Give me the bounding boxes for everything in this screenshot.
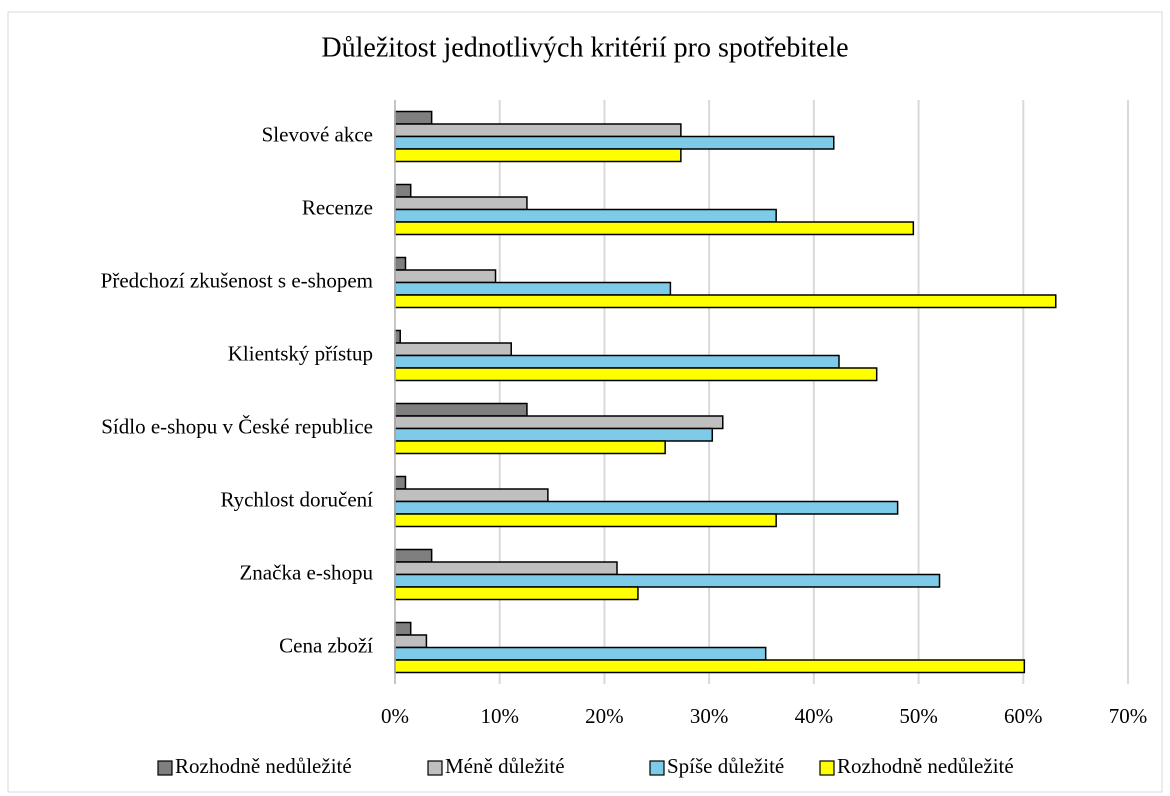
y-tick-label: Klientský přístup [228, 341, 373, 365]
x-tick-label: 20% [585, 704, 624, 728]
legend-swatch [819, 760, 835, 776]
legend-swatch [427, 760, 443, 776]
bar [394, 148, 682, 163]
bar [394, 123, 682, 138]
y-tick-label: Značka e-shopu [239, 560, 373, 584]
bar [394, 402, 528, 417]
bar [394, 354, 840, 369]
bar [394, 659, 1026, 674]
bar [394, 475, 407, 490]
bar [394, 221, 915, 236]
chart-frame [7, 11, 1163, 793]
chart-title: Důležitost jednotlivých kritérií pro spo… [321, 32, 848, 63]
legend-label: Rozhodně nedůležité [175, 754, 352, 778]
legend-label: Méně důležité [445, 754, 565, 778]
bar [394, 183, 412, 198]
x-tick-label: 30% [690, 704, 729, 728]
y-tick-label: Předchozí zkušenost s e-shopem [101, 268, 373, 292]
bar [394, 367, 878, 382]
bar [394, 513, 777, 528]
bar [394, 208, 777, 223]
bar [394, 427, 714, 442]
x-tick-label: 70% [1109, 704, 1148, 728]
bar [394, 573, 941, 588]
bar [394, 561, 618, 576]
bar [394, 621, 412, 636]
y-tick-label: Sídlo e-shopu v České republice [101, 414, 373, 438]
bar [394, 281, 672, 296]
legend-label: Rozhodně nedůležité [837, 754, 1014, 778]
x-tick-label: 10% [480, 704, 519, 728]
bar [394, 586, 639, 601]
legend-swatch [649, 760, 665, 776]
bar [394, 488, 549, 503]
legend-swatch [157, 760, 173, 776]
x-tick-label: 0% [381, 704, 409, 728]
bar [394, 415, 724, 430]
x-tick-label: 60% [1004, 704, 1043, 728]
y-tick-label: Cena zboží [279, 633, 373, 657]
bar [394, 110, 433, 125]
bar [394, 500, 899, 515]
x-tick-label: 50% [899, 704, 938, 728]
bar [394, 135, 835, 150]
bar [394, 256, 407, 271]
x-tick-label: 40% [795, 704, 834, 728]
bar [394, 548, 433, 563]
bar [394, 294, 1057, 309]
bar [394, 634, 428, 649]
bar [394, 269, 497, 284]
y-tick-label: Slevové akce [262, 122, 373, 146]
bar [394, 329, 401, 344]
legend-label: Spíše důležité [667, 754, 784, 778]
y-tick-label: Rychlost doručení [220, 487, 373, 511]
y-tick-label: Recenze [302, 195, 373, 219]
bar [394, 646, 767, 661]
bar [394, 440, 666, 455]
bar [394, 342, 512, 357]
bar [394, 196, 528, 211]
